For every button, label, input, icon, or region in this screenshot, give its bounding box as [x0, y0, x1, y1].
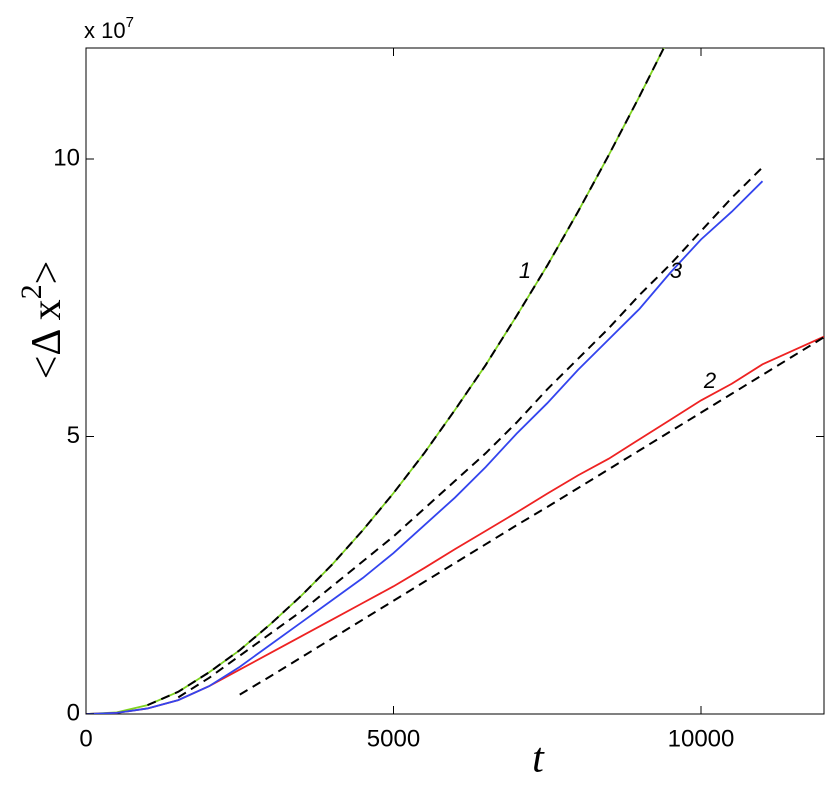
y-label-main: <Δ x [24, 299, 70, 379]
y-tick-label: 5 [67, 422, 80, 449]
curves [86, 48, 824, 714]
data-line [86, 180, 764, 714]
x-tick-label: 10000 [668, 725, 735, 752]
x-tick-label: 0 [79, 725, 92, 752]
curve-label: 3 [670, 258, 683, 283]
y-tick-label: 0 [67, 699, 80, 726]
curve-label: 2 [703, 368, 716, 393]
y-label-superscript: 2 [15, 284, 48, 299]
y-axis-label: <Δ x2> [15, 261, 70, 380]
y-tick-label: 10 [53, 144, 80, 171]
fit-line [239, 336, 824, 696]
y-scale-exponent: 7 [126, 14, 134, 31]
fit-line [177, 166, 764, 699]
y-scale-base: x 10 [84, 18, 126, 43]
plot-frame [85, 47, 825, 715]
y-scale-label: x 107 [84, 14, 134, 43]
x-axis-label: t [532, 736, 545, 782]
y-label-suffix: > [24, 261, 70, 285]
x-tick-label: 5000 [367, 725, 420, 752]
curve-label: 1 [519, 258, 531, 283]
data-line [86, 335, 824, 714]
data-line [86, 48, 665, 714]
fit-line [147, 48, 665, 707]
